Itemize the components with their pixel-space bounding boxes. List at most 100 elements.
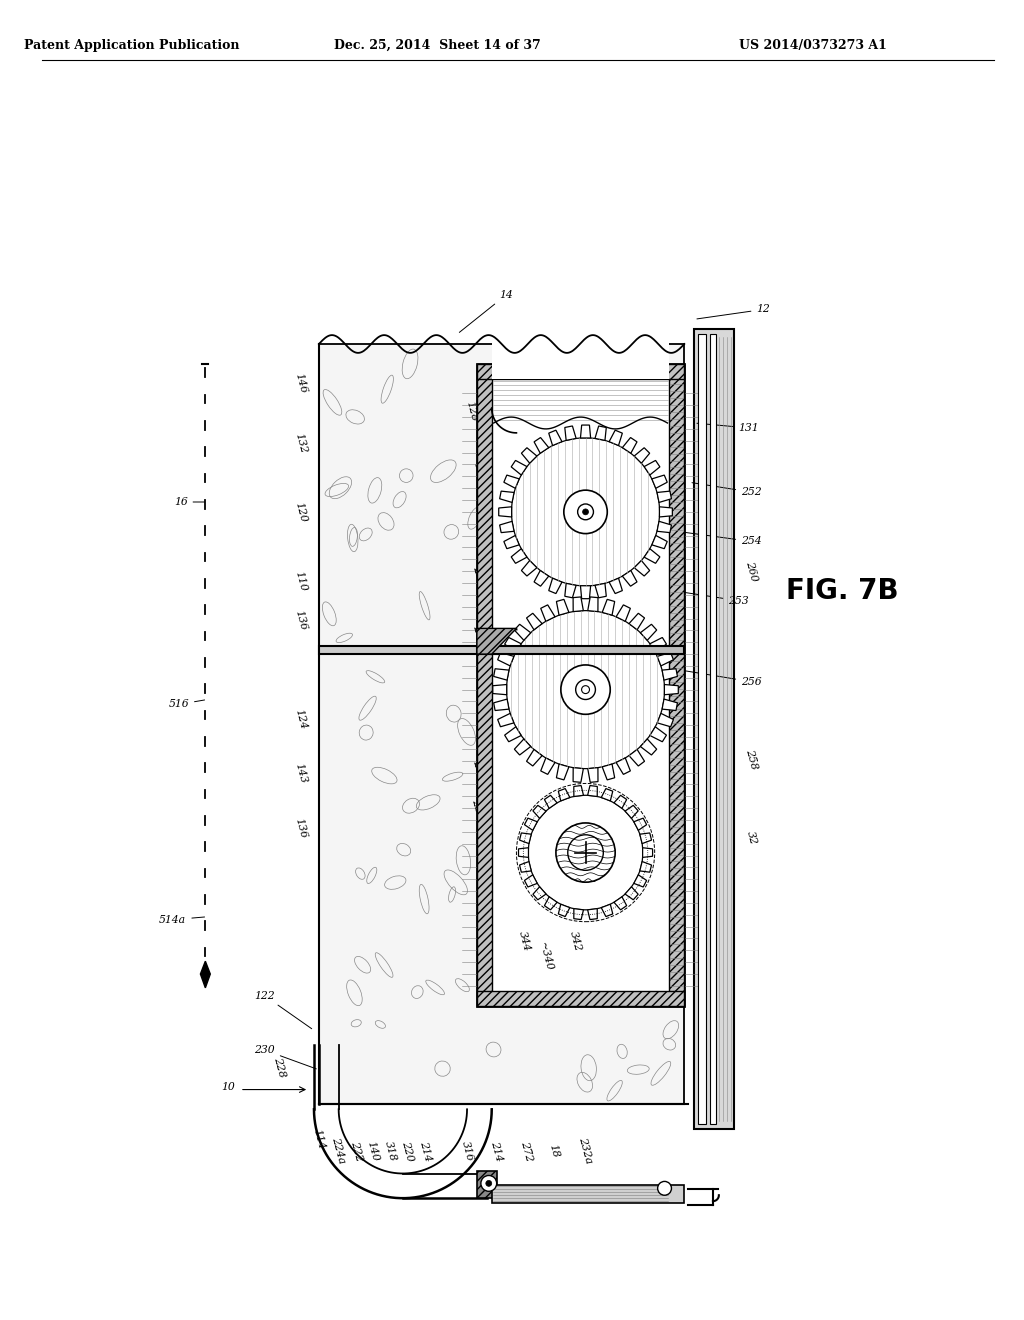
Polygon shape [526, 614, 542, 630]
Polygon shape [498, 713, 514, 727]
Polygon shape [581, 425, 591, 438]
Circle shape [511, 438, 659, 586]
Text: 143: 143 [294, 763, 308, 785]
Text: 222: 222 [349, 1139, 364, 1162]
Text: 253: 253 [677, 591, 749, 606]
Text: 136: 136 [294, 610, 308, 632]
Polygon shape [541, 758, 555, 775]
Polygon shape [650, 727, 667, 742]
Polygon shape [499, 507, 512, 517]
Polygon shape [625, 887, 638, 900]
Circle shape [528, 795, 643, 909]
Text: 236b: 236b [470, 799, 487, 828]
Text: 128: 128 [465, 400, 479, 422]
Polygon shape [640, 739, 656, 755]
Polygon shape [657, 491, 672, 503]
Bar [477, 364, 684, 1006]
Polygon shape [663, 700, 678, 710]
Text: 110: 110 [294, 570, 308, 593]
Bar [318, 647, 684, 655]
Polygon shape [477, 628, 516, 655]
Text: 272: 272 [519, 1139, 534, 1162]
Bar [492, 1185, 684, 1203]
Text: 316: 316 [460, 1139, 474, 1162]
Polygon shape [588, 597, 598, 611]
Text: US 2014/0373273 A1: US 2014/0373273 A1 [738, 40, 887, 53]
Text: 18: 18 [548, 1143, 560, 1159]
Polygon shape [505, 638, 521, 652]
Polygon shape [541, 605, 555, 622]
Polygon shape [493, 685, 507, 694]
Polygon shape [545, 795, 557, 808]
Polygon shape [657, 713, 674, 727]
Text: 256: 256 [682, 671, 762, 686]
Text: 120: 120 [294, 500, 308, 523]
Polygon shape [652, 475, 668, 488]
Bar [477, 647, 684, 655]
Circle shape [485, 1180, 492, 1187]
Polygon shape [657, 652, 674, 665]
Polygon shape [602, 599, 614, 615]
Polygon shape [511, 549, 527, 564]
Polygon shape [629, 750, 644, 766]
Text: Patent Application Publication: Patent Application Publication [24, 40, 239, 53]
Circle shape [582, 685, 590, 693]
Polygon shape [532, 887, 546, 900]
Polygon shape [614, 795, 627, 808]
Text: Dec. 25, 2014  Sheet 14 of 37: Dec. 25, 2014 Sheet 14 of 37 [334, 40, 541, 53]
Polygon shape [573, 785, 584, 796]
Text: 131: 131 [697, 422, 759, 433]
Polygon shape [623, 437, 637, 453]
Polygon shape [514, 739, 530, 755]
Polygon shape [535, 437, 549, 453]
Polygon shape [556, 764, 569, 780]
Polygon shape [549, 578, 562, 594]
Text: 232a: 232a [578, 1137, 594, 1166]
Text: 236: 236 [471, 759, 486, 781]
Polygon shape [629, 614, 644, 630]
Polygon shape [565, 426, 577, 441]
Text: 342: 342 [568, 931, 584, 953]
Polygon shape [609, 578, 623, 594]
Text: 10: 10 [221, 1081, 234, 1092]
Text: 230: 230 [254, 1045, 316, 1069]
Bar [477, 1171, 497, 1199]
Circle shape [583, 510, 589, 515]
Text: FIG. 7B: FIG. 7B [786, 577, 899, 605]
Polygon shape [573, 768, 584, 783]
Circle shape [561, 665, 610, 714]
Bar [318, 345, 684, 651]
Polygon shape [634, 561, 649, 576]
Text: 224a: 224a [331, 1137, 347, 1166]
Polygon shape [616, 758, 631, 775]
Polygon shape [595, 426, 606, 441]
Polygon shape [595, 583, 606, 598]
Circle shape [556, 822, 615, 882]
Polygon shape [519, 862, 531, 873]
Polygon shape [494, 669, 509, 680]
Polygon shape [558, 904, 569, 916]
Polygon shape [588, 908, 597, 920]
Polygon shape [616, 605, 631, 622]
Polygon shape [652, 536, 668, 549]
Polygon shape [581, 586, 591, 599]
Text: 514a: 514a [159, 915, 205, 925]
Polygon shape [556, 599, 569, 615]
Circle shape [564, 490, 607, 533]
Polygon shape [514, 624, 530, 640]
Bar [477, 991, 684, 1006]
Text: 214: 214 [489, 1139, 504, 1162]
Polygon shape [640, 862, 651, 873]
Text: 146: 146 [294, 372, 308, 395]
Bar [318, 651, 684, 1105]
Circle shape [575, 680, 595, 700]
Polygon shape [634, 447, 649, 463]
Polygon shape [665, 685, 678, 694]
Polygon shape [634, 875, 646, 887]
Text: ~340: ~340 [538, 941, 555, 972]
Text: 130: 130 [471, 461, 486, 483]
Polygon shape [663, 669, 678, 680]
Polygon shape [504, 475, 519, 488]
Text: 344: 344 [517, 931, 531, 953]
Polygon shape [511, 461, 527, 475]
